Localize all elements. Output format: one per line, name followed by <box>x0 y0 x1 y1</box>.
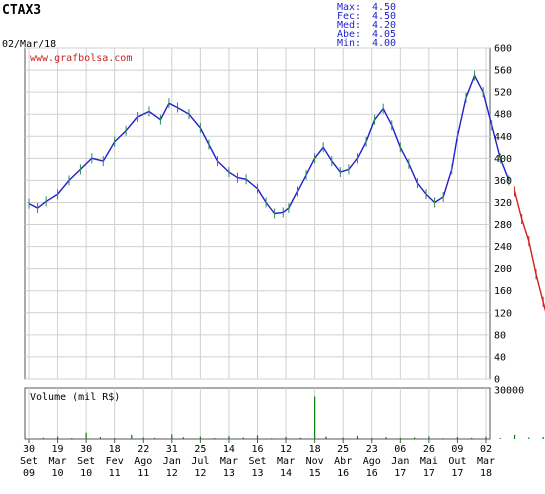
time-tick-label: 02 <box>480 444 492 455</box>
time-tick-label: 17 <box>451 468 463 479</box>
time-tick-label: Mar <box>220 456 238 467</box>
ticker-title: CTAX3 <box>2 3 41 18</box>
time-tick-label: 16 <box>337 468 349 479</box>
time-tick-label: 19 <box>52 444 64 455</box>
time-tick-label: 31 <box>166 444 178 455</box>
stat-label: Abe: <box>337 29 361 40</box>
time-axis-ticks: 30Set0919Mar1030Set1018Fev1122Ago1131Jan… <box>20 439 495 479</box>
price-tick-label: 200 <box>494 264 512 275</box>
time-tick-label: Set <box>77 456 95 467</box>
volume-bars-group <box>42 396 544 439</box>
time-tick-label: Abr <box>334 456 352 467</box>
price-axis-ticks: 0 40 80 120 160 200 240 280 320 360 400 440 480 520 56… <box>494 44 512 386</box>
time-tick-label: 13 <box>223 468 235 479</box>
time-tick-label: 12 <box>194 468 206 479</box>
price-series-line <box>513 191 545 312</box>
time-tick-label: Ago <box>134 456 152 467</box>
price-tick-label: 80 <box>494 330 506 341</box>
stat-label: Fec: <box>337 11 361 22</box>
price-tick-label: 160 <box>494 286 512 297</box>
price-tick-label: 440 <box>494 132 512 143</box>
time-tick-label: 13 <box>251 468 263 479</box>
price-tick-label: 600 <box>494 44 512 55</box>
stat-value: 4.20 <box>372 20 396 31</box>
time-tick-label: 11 <box>109 468 121 479</box>
time-tick-label: 10 <box>52 468 64 479</box>
volume-label: Volume (mil R$) <box>30 392 120 403</box>
time-tick-label: 14 <box>280 468 292 479</box>
price-series-group <box>28 70 545 312</box>
time-tick-label: Ago <box>363 456 381 467</box>
price-tick-label: 0 <box>494 375 500 386</box>
time-tick-label: 14 <box>223 444 235 455</box>
time-tick-label: 25 <box>194 444 206 455</box>
price-tick-label: 480 <box>494 110 512 121</box>
time-tick-label: 12 <box>280 444 292 455</box>
time-tick-label: Out <box>448 456 466 467</box>
volume-tick-label: 30000 <box>494 386 524 397</box>
price-grid <box>25 47 490 380</box>
time-tick-label: Set <box>20 456 38 467</box>
stats-box: Max: 4.50 Fec: 4.50 Med: 4.20 Abe: 4.05 Min: 4.00 <box>337 2 396 49</box>
time-tick-label: 18 <box>109 444 121 455</box>
price-tick-label: 320 <box>494 198 512 209</box>
watermark: www.grafbolsa.com <box>30 53 132 64</box>
time-tick-label: Mai <box>420 456 438 467</box>
chart-date: 02/Mar/18 <box>2 39 56 50</box>
time-tick-label: 26 <box>423 444 435 455</box>
time-tick-label: 18 <box>309 444 321 455</box>
time-tick-label: Jan <box>163 456 181 467</box>
time-tick-label: 22 <box>137 444 149 455</box>
time-tick-label: 18 <box>480 468 492 479</box>
time-tick-label: Mar <box>277 456 295 467</box>
time-tick-label: 09 <box>23 468 35 479</box>
stat-value: 4.50 <box>372 11 396 22</box>
time-tick-label: 12 <box>166 468 178 479</box>
time-tick-label: Set <box>248 456 266 467</box>
time-tick-label: Mar <box>477 456 495 467</box>
price-tick-label: 280 <box>494 220 512 231</box>
time-tick-label: Nov <box>306 456 324 467</box>
price-tick-label: 360 <box>494 176 512 187</box>
stat-label: Max: <box>337 2 361 13</box>
time-tick-label: 09 <box>451 444 463 455</box>
time-tick-label: Jan <box>391 456 409 467</box>
price-tick-label: 560 <box>494 66 512 77</box>
time-tick-label: 17 <box>394 468 406 479</box>
stat-label: Med: <box>337 20 361 31</box>
time-tick-label: 06 <box>394 444 406 455</box>
time-tick-label: 16 <box>251 444 263 455</box>
time-tick-label: 17 <box>423 468 435 479</box>
time-tick-label: 25 <box>337 444 349 455</box>
price-tick-label: 240 <box>494 242 512 253</box>
time-tick-label: 23 <box>366 444 378 455</box>
time-tick-label: Jul <box>191 456 209 467</box>
time-tick-label: 15 <box>309 468 321 479</box>
time-tick-label: 10 <box>80 468 92 479</box>
stat-value: 4.05 <box>372 29 396 40</box>
time-tick-label: 16 <box>366 468 378 479</box>
price-tick-label: 520 <box>494 88 512 99</box>
time-tick-label: Mar <box>49 456 67 467</box>
stat-label: Min: <box>337 38 361 49</box>
volume-axis-ticks: 30000 <box>494 386 524 397</box>
time-tick-label: Fev <box>106 456 124 467</box>
time-tick-label: 30 <box>80 444 92 455</box>
price-tick-label: 40 <box>494 352 506 363</box>
stat-value: 4.00 <box>372 38 396 49</box>
price-tick-label: 400 <box>494 154 512 165</box>
stat-value: 4.50 <box>372 2 396 13</box>
volume-grid <box>28 388 487 439</box>
time-tick-label: 11 <box>137 468 149 479</box>
price-tick-label: 120 <box>494 308 512 319</box>
time-tick-label: 30 <box>23 444 35 455</box>
